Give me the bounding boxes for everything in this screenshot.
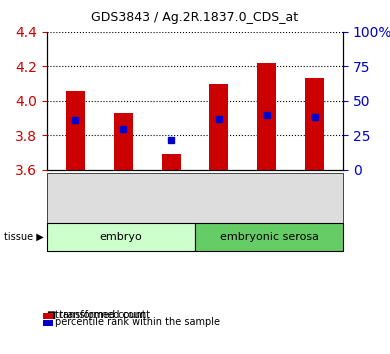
Text: embryonic serosa: embryonic serosa	[220, 232, 319, 242]
Text: percentile rank within the sample: percentile rank within the sample	[55, 317, 220, 327]
Bar	[114, 113, 133, 170]
Text: ■ transformed count: ■ transformed count	[47, 310, 150, 320]
Bar	[209, 84, 229, 170]
Text: GDS3843 / Ag.2R.1837.0_CDS_at: GDS3843 / Ag.2R.1837.0_CDS_at	[91, 11, 299, 24]
Bar	[257, 63, 276, 170]
Bar	[66, 91, 85, 170]
Bar	[161, 154, 181, 170]
Text: embryo: embryo	[99, 232, 142, 242]
Text: transformed count: transformed count	[55, 310, 145, 320]
Bar	[305, 79, 324, 170]
Text: tissue ▶: tissue ▶	[4, 232, 44, 242]
